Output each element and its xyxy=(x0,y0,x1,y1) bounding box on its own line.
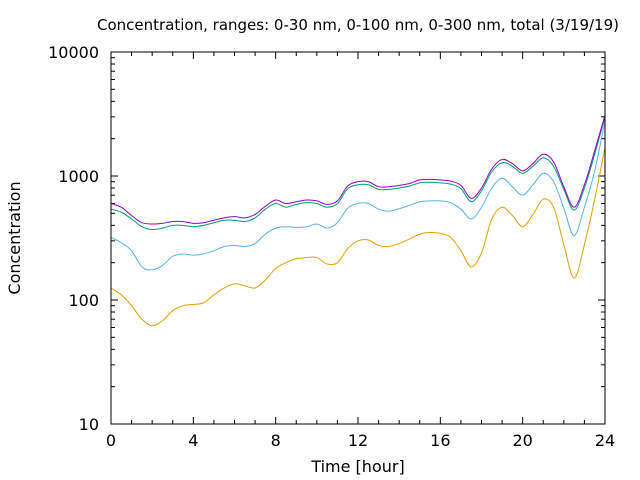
series-line-3 xyxy=(110,116,606,231)
x-tick-label: 4 xyxy=(188,431,198,450)
y-tick-label: 100 xyxy=(68,291,99,310)
x-tick-label: 0 xyxy=(106,431,116,450)
series-line-4 xyxy=(110,114,606,225)
y-tick-label: 1000 xyxy=(58,167,99,186)
y-tick-label: 10000 xyxy=(48,43,99,62)
series-lines xyxy=(110,114,606,327)
x-axis-ticks: 0 4 8 12 16 20 24 xyxy=(106,52,615,450)
series-line-1 xyxy=(110,147,606,327)
x-tick-label: 16 xyxy=(430,431,450,450)
x-axis-label: Time [hour] xyxy=(310,457,404,476)
series-line-2 xyxy=(110,120,606,271)
x-tick-label: 8 xyxy=(271,431,281,450)
y-tick-label: 10 xyxy=(79,415,99,434)
x-tick-label: 12 xyxy=(348,431,368,450)
x-tick-label: 20 xyxy=(512,431,532,450)
y-axis-label: Concentration xyxy=(5,181,24,294)
x-tick-label: 24 xyxy=(595,431,615,450)
plot-frame xyxy=(110,51,606,425)
y-axis-ticks: 10 100 1000 10000 xyxy=(48,43,605,434)
chart-title: Concentration, ranges: 0-30 nm, 0-100 nm… xyxy=(97,16,619,34)
